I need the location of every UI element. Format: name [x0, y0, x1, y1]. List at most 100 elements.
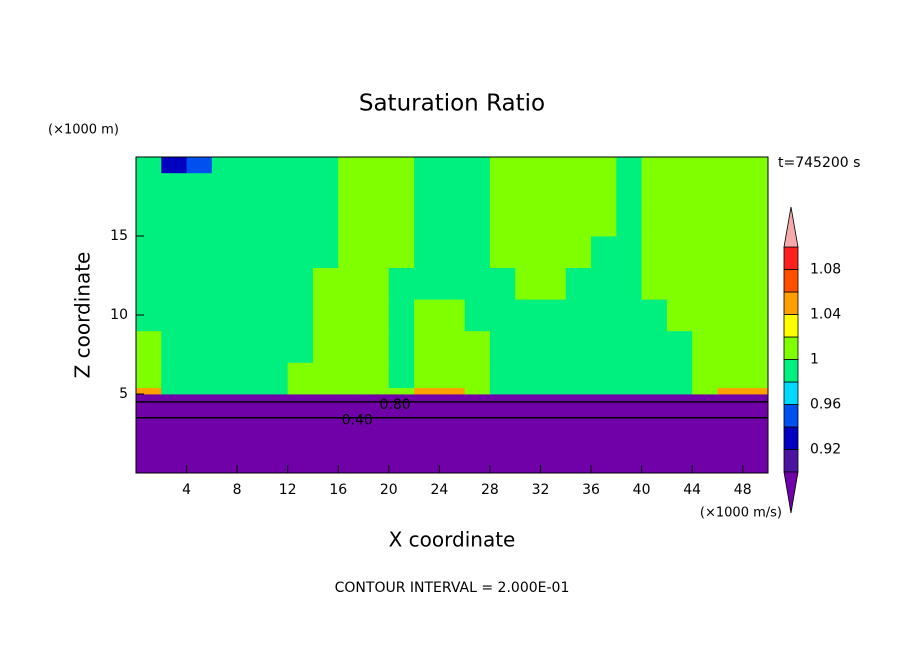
field-cell	[666, 387, 693, 395]
field-cell	[692, 172, 718, 205]
field-cell	[136, 204, 162, 237]
field-cell	[161, 387, 187, 395]
field-cell	[237, 330, 263, 363]
x-tick-label: 40	[633, 482, 651, 498]
field-cell	[565, 267, 592, 300]
field-cell	[186, 236, 213, 268]
x-tick-label: 8	[233, 482, 242, 498]
field-cell	[591, 299, 617, 332]
field-cell	[439, 387, 466, 395]
field-cell	[363, 330, 390, 363]
field-cell	[515, 267, 541, 300]
field-cell	[262, 362, 289, 389]
field-cell	[666, 299, 693, 332]
field-cell	[388, 236, 415, 268]
field-cell	[312, 362, 339, 389]
field-cell	[388, 330, 415, 363]
field-cell	[262, 441, 289, 474]
field-cell	[312, 387, 339, 395]
y-tick-label: 5	[119, 386, 128, 402]
colorbar-under	[783, 471, 799, 514]
field-cell	[641, 330, 668, 363]
field-cell	[388, 409, 415, 442]
field-cell	[591, 267, 617, 300]
field-cell	[666, 172, 693, 205]
field-cell	[363, 204, 390, 237]
colorbar-box	[783, 449, 799, 473]
field-cell	[312, 330, 339, 363]
colorbar-tick-label: 0.92	[810, 442, 841, 458]
field-cell	[414, 441, 440, 474]
field-cell	[692, 267, 718, 300]
colorbar-box	[783, 426, 799, 450]
field-cell	[515, 362, 541, 389]
field-cell	[464, 387, 491, 395]
field-cell	[591, 409, 617, 442]
field-cell	[641, 299, 668, 332]
field-cell	[136, 172, 162, 205]
field-cell	[338, 157, 364, 174]
field-cell	[591, 172, 617, 205]
field-cell	[388, 387, 415, 395]
field-cell	[489, 204, 516, 237]
x-axis-label: X coordinate	[389, 528, 516, 552]
field-cell	[464, 409, 491, 442]
field-cell	[439, 409, 466, 442]
field-cell	[363, 441, 390, 474]
field-cell	[591, 387, 617, 395]
field-cell	[414, 172, 440, 205]
field-cell	[666, 409, 693, 442]
field-cell	[186, 387, 213, 395]
field-cell	[161, 441, 187, 474]
field-cell	[591, 441, 617, 474]
field-cell	[363, 172, 390, 205]
field-cell	[692, 409, 718, 442]
field-cell	[287, 387, 314, 395]
field-cell	[692, 204, 718, 237]
field-cell	[338, 409, 364, 442]
field-cell	[616, 157, 642, 174]
field-cell	[489, 172, 516, 205]
field-cell	[186, 362, 213, 389]
field-cell	[489, 299, 516, 332]
field-cell	[717, 330, 744, 363]
field-cell	[414, 299, 440, 332]
x-tick-label: 24	[430, 482, 448, 498]
field-cell	[464, 362, 491, 389]
field-cell	[312, 172, 339, 205]
colorbar-over	[783, 206, 799, 248]
field-cell	[237, 362, 263, 389]
field-cell	[540, 409, 567, 442]
field-cell	[742, 236, 769, 268]
field-cell	[591, 362, 617, 389]
field-cell	[641, 362, 668, 389]
field-cell	[591, 330, 617, 363]
field-cell	[237, 387, 263, 395]
field-cell	[616, 172, 642, 205]
field-cell	[414, 236, 440, 268]
field-cell	[515, 236, 541, 268]
field-cell	[515, 387, 541, 395]
field-cell	[211, 172, 238, 205]
field-cell	[161, 172, 187, 205]
field-cell	[742, 157, 769, 174]
field-cell	[338, 299, 364, 332]
field-cell	[363, 236, 390, 268]
field-cell	[161, 362, 187, 389]
field-cell	[666, 236, 693, 268]
chart-title: Saturation Ratio	[359, 91, 545, 117]
colorbar-tick-label: 1.04	[810, 307, 841, 323]
colorbar-tick-label: 0.96	[810, 397, 841, 413]
field-cell	[515, 204, 541, 237]
field-cell	[363, 157, 390, 174]
field-cell	[616, 441, 642, 474]
field-cell	[363, 387, 390, 395]
field-cell	[489, 330, 516, 363]
field-cell	[388, 267, 415, 300]
field-cell	[414, 267, 440, 300]
field-cell	[237, 236, 263, 268]
field-cell	[186, 204, 213, 237]
field-cell	[363, 409, 390, 442]
field-cell	[237, 441, 263, 474]
